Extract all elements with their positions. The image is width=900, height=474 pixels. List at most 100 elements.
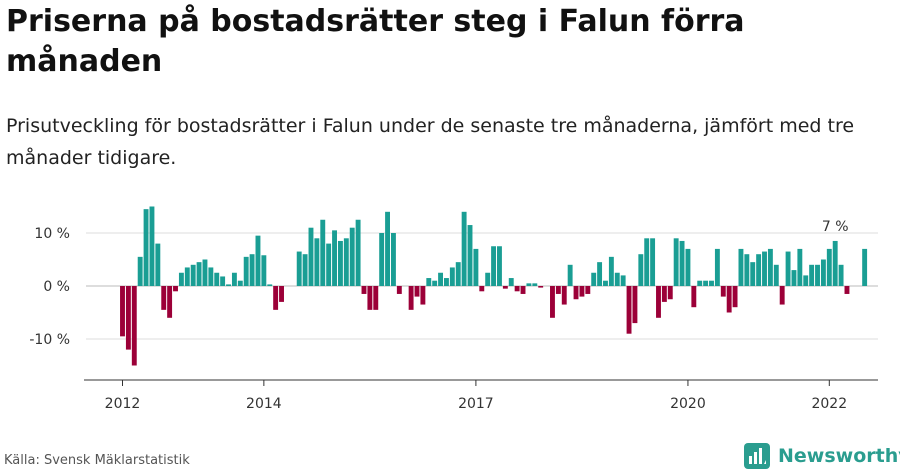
bar	[461, 211, 467, 286]
x-tick-label: 2017	[458, 396, 494, 412]
bar	[820, 259, 826, 286]
bar	[349, 227, 355, 286]
bar	[567, 264, 573, 286]
bar	[650, 238, 656, 286]
bar	[367, 286, 373, 310]
bar	[320, 219, 326, 286]
y-tick-label: -10 %	[29, 332, 70, 348]
chart-title: Priserna på bostadsrätter steg i Falun f…	[6, 4, 745, 79]
bar	[573, 286, 579, 300]
bar	[626, 286, 632, 334]
x-tick-label: 2022	[811, 396, 847, 412]
bar	[231, 272, 237, 286]
bar	[720, 286, 726, 297]
bar	[726, 286, 732, 313]
bar	[526, 283, 532, 286]
bar	[249, 254, 255, 286]
bar	[779, 286, 785, 305]
bar	[390, 233, 396, 286]
bar	[532, 283, 538, 286]
bar	[862, 248, 868, 286]
bar	[750, 262, 756, 286]
bar	[785, 251, 791, 286]
bar	[279, 286, 284, 302]
bar	[697, 280, 703, 286]
bar	[438, 272, 444, 286]
bar	[131, 286, 137, 366]
bar	[732, 286, 738, 308]
bar	[161, 286, 167, 310]
bar	[685, 248, 691, 286]
bar	[538, 286, 544, 288]
x-tick-label: 2020	[670, 396, 706, 412]
bar	[738, 248, 744, 286]
newsworthy-logo-icon	[744, 443, 770, 469]
y-tick-label: 10 %	[34, 226, 70, 242]
bar	[237, 280, 243, 286]
bar	[173, 286, 178, 292]
bar	[767, 248, 773, 286]
brand-logo: Newsworthy	[744, 442, 900, 470]
bar	[337, 240, 343, 286]
bar	[502, 286, 508, 289]
source-note: Källa: Svensk Mäklarstatistik	[4, 453, 190, 468]
bar	[432, 280, 438, 286]
bar	[520, 286, 526, 294]
bar	[608, 256, 614, 286]
bar	[155, 243, 161, 286]
bar	[255, 235, 261, 286]
bar	[632, 286, 638, 324]
bar	[679, 240, 685, 286]
bar	[579, 286, 585, 297]
bar	[149, 206, 155, 286]
x-tick-label: 2012	[105, 396, 141, 412]
bar	[408, 286, 414, 310]
bar	[809, 264, 815, 286]
bar	[691, 286, 697, 308]
axes	[84, 379, 878, 386]
bar	[791, 270, 797, 286]
bar	[644, 238, 650, 286]
bar	[485, 272, 491, 286]
bar	[343, 238, 349, 286]
bar	[591, 272, 597, 286]
bar	[414, 286, 420, 297]
bar	[667, 286, 673, 300]
bar	[308, 227, 314, 286]
bar	[467, 225, 473, 286]
bar	[514, 286, 520, 292]
bar	[143, 209, 149, 286]
bar	[196, 262, 202, 286]
bar	[385, 211, 390, 286]
bar	[709, 280, 714, 286]
bar	[603, 280, 608, 286]
bar	[184, 267, 190, 286]
bar	[508, 278, 514, 286]
bar	[361, 286, 367, 294]
bar	[420, 286, 426, 305]
bar	[797, 248, 803, 286]
bar	[314, 238, 320, 286]
bar	[744, 254, 750, 286]
bar	[220, 276, 226, 286]
bar	[832, 240, 838, 286]
bar	[243, 256, 249, 286]
bar	[426, 278, 432, 286]
bar	[302, 254, 308, 286]
bar	[773, 264, 779, 286]
bar	[497, 246, 502, 286]
bar	[373, 286, 379, 310]
bar	[703, 280, 709, 286]
bar	[214, 272, 220, 286]
bar	[561, 286, 567, 305]
bar	[190, 264, 196, 286]
bar	[555, 286, 561, 294]
bar	[267, 284, 273, 286]
bar	[491, 246, 497, 286]
bar	[473, 248, 479, 286]
bar	[167, 286, 173, 318]
bar	[125, 286, 131, 350]
bar	[638, 254, 644, 286]
bar	[455, 262, 461, 286]
bar	[202, 259, 208, 286]
